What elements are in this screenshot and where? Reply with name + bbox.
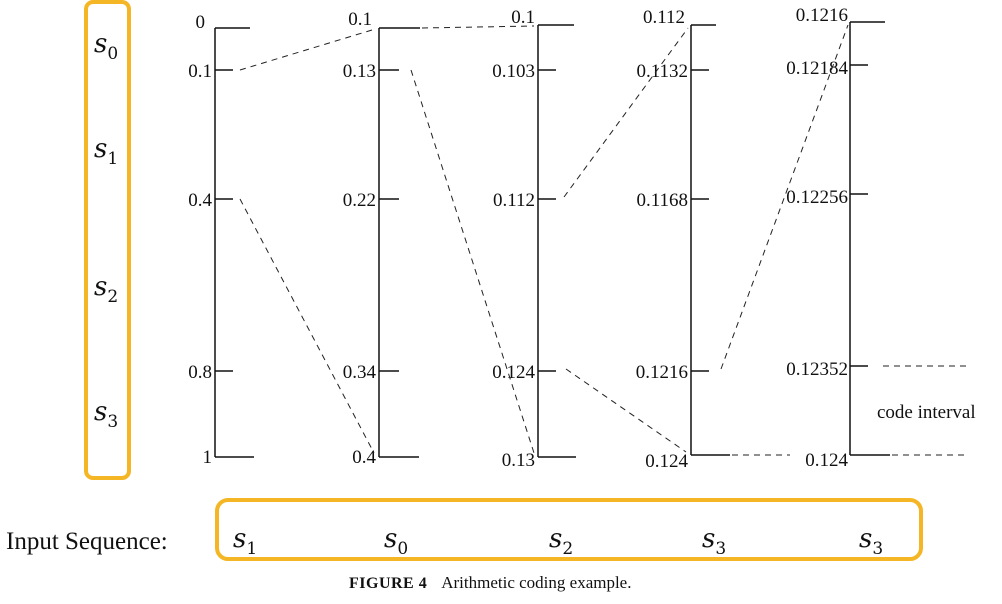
tick-label: 0.112 (643, 7, 685, 28)
tick-label: 0.1216 (636, 362, 688, 383)
tick-label: 0.1168 (636, 190, 688, 211)
interval-column-2: 0.1 0.13 0.22 0.34 0.4 (343, 9, 420, 468)
tick-label: 0.13 (343, 61, 376, 82)
tick-label: 0.8 (188, 362, 212, 383)
input-symbol-5: s3 (859, 524, 883, 559)
input-symbol-1: s1 (233, 524, 257, 559)
code-interval-label: code interval (877, 402, 976, 423)
connector-line (563, 27, 689, 198)
tick-label: 0.112 (493, 190, 535, 211)
symbol-s2: s2 (94, 272, 118, 307)
input-symbol-2: s0 (384, 524, 408, 559)
connector-line (421, 25, 535, 29)
symbol-s1: s1 (94, 134, 118, 169)
tick-label: 0.12184 (786, 58, 848, 79)
tick-label: 0.12256 (786, 187, 848, 208)
input-sequence-box (215, 498, 923, 561)
tick-label: 0.1 (511, 7, 535, 28)
connector-line (239, 198, 375, 454)
figure-number: FIGURE 4 (349, 575, 427, 592)
input-symbol-4: s3 (702, 524, 726, 559)
interval-column-1: 0 0.1 0.4 0.8 1 (188, 12, 254, 468)
zoom-connectors (239, 24, 968, 456)
interval-column-3: 0.1 0.103 0.112 0.124 0.13 (492, 7, 576, 471)
connector-line (239, 29, 373, 71)
symbol-s0: s0 (94, 29, 118, 64)
tick-label: 1 (203, 447, 213, 468)
connector-line (565, 368, 687, 453)
symbol-list-box (84, 0, 131, 480)
input-symbol-3: s2 (549, 524, 573, 559)
tick-label: 0.1 (348, 9, 372, 30)
tick-label: 0.1216 (796, 5, 848, 26)
tick-label: 0.4 (352, 447, 376, 468)
tick-label: 0.103 (492, 61, 535, 82)
tick-label: 0.4 (188, 190, 212, 211)
tick-label: 0.1 (188, 61, 212, 82)
tick-label: 0.13 (502, 450, 535, 471)
input-sequence-label: Input Sequence: (6, 528, 168, 555)
tick-label: 0.124 (645, 451, 688, 472)
tick-label: 0.1132 (636, 61, 688, 82)
tick-label: 0.34 (343, 362, 377, 383)
tick-label: 0.22 (343, 190, 376, 211)
interval-column-4: 0.112 0.1132 0.1168 0.1216 0.124 (636, 7, 730, 472)
figure-caption-text: Arithmetic coding example. (441, 573, 631, 592)
interval-column-5: 0.1216 0.12184 0.12256 0.12352 0.124 (786, 5, 890, 471)
tick-label: 0 (196, 12, 206, 33)
tick-label: 0.124 (805, 450, 848, 471)
tick-label: 0.124 (492, 362, 535, 383)
connector-line (410, 69, 535, 454)
tick-label: 0.12352 (786, 359, 848, 380)
figure-caption: FIGURE 4 Arithmetic coding example. (349, 573, 631, 592)
symbol-s3: s3 (94, 397, 118, 432)
